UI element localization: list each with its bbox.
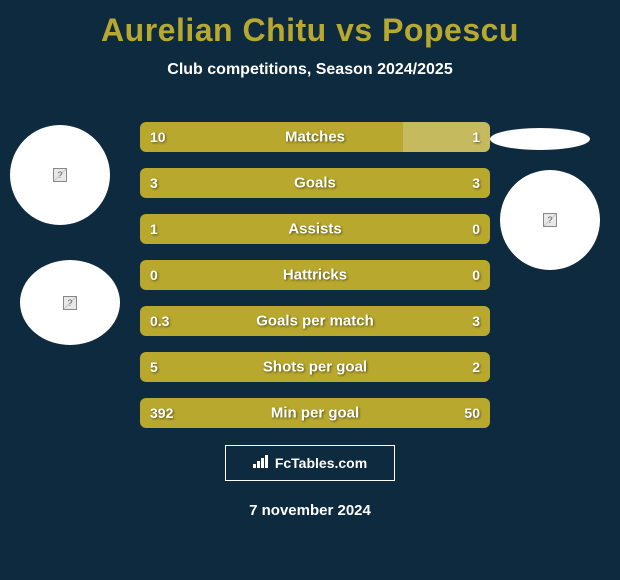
stat-label: Matches	[285, 129, 345, 146]
stat-value-left: 5	[150, 359, 158, 375]
stat-value-right: 0	[472, 221, 480, 237]
player1-badge-circle	[10, 125, 110, 225]
stat-value-left: 0	[150, 267, 158, 283]
stat-row-assists: 1 Assists 0	[140, 214, 490, 244]
stat-value-left: 3	[150, 175, 158, 191]
player2-club-circle	[500, 170, 600, 270]
page-title: Aurelian Chitu vs Popescu	[0, 0, 620, 49]
stat-label: Shots per goal	[263, 359, 367, 376]
player1-club-circle	[20, 260, 120, 345]
player2-badge-ellipse	[490, 128, 590, 150]
stat-value-left: 392	[150, 405, 173, 421]
stat-label: Min per goal	[271, 405, 359, 422]
stat-value-left: 10	[150, 129, 166, 145]
footer-date: 7 november 2024	[249, 502, 371, 519]
subtitle: Club competitions, Season 2024/2025	[0, 61, 620, 79]
stat-value-left: 0.3	[150, 313, 169, 329]
stat-label: Goals	[294, 175, 336, 192]
footer-logo: FcTables.com	[225, 445, 395, 481]
stat-value-right: 1	[472, 129, 480, 145]
stat-value-right: 3	[472, 313, 480, 329]
stat-row-goals-per-match: 0.3 Goals per match 3	[140, 306, 490, 336]
stat-row-hattricks: 0 Hattricks 0	[140, 260, 490, 290]
placeholder-icon	[53, 168, 67, 182]
stat-label: Goals per match	[256, 313, 374, 330]
stat-label: Hattricks	[283, 267, 347, 284]
stat-row-min-per-goal: 392 Min per goal 50	[140, 398, 490, 428]
stat-label: Assists	[288, 221, 341, 238]
stat-value-right: 2	[472, 359, 480, 375]
stat-row-goals: 3 Goals 3	[140, 168, 490, 198]
chart-icon	[253, 454, 271, 473]
placeholder-icon	[63, 296, 77, 310]
stat-value-right: 3	[472, 175, 480, 191]
stat-value-right: 50	[464, 405, 480, 421]
footer-logo-text: FcTables.com	[275, 455, 367, 471]
stat-value-left: 1	[150, 221, 158, 237]
placeholder-icon	[543, 213, 557, 227]
bar-left	[140, 122, 403, 152]
stat-value-right: 0	[472, 267, 480, 283]
stat-row-matches: 10 Matches 1	[140, 122, 490, 152]
comparison-bars: 10 Matches 1 3 Goals 3 1 Assists 0 0 Hat…	[140, 122, 490, 444]
stat-row-shots-per-goal: 5 Shots per goal 2	[140, 352, 490, 382]
